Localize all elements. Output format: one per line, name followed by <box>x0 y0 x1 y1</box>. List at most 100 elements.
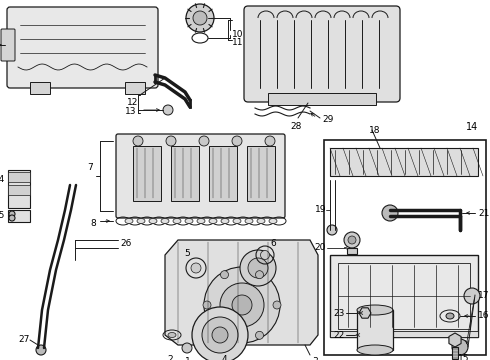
Ellipse shape <box>161 219 169 224</box>
Bar <box>247 146 275 201</box>
Circle shape <box>199 136 209 146</box>
Bar <box>8 210 30 222</box>
Polygon shape <box>165 240 318 345</box>
Ellipse shape <box>357 345 393 355</box>
Text: 25: 25 <box>0 211 5 220</box>
Text: 1: 1 <box>185 357 191 360</box>
Text: 27: 27 <box>19 336 30 345</box>
Bar <box>171 146 199 201</box>
Ellipse shape <box>221 219 229 224</box>
Circle shape <box>261 251 270 260</box>
Text: 23: 23 <box>334 309 345 318</box>
Circle shape <box>265 136 275 146</box>
Circle shape <box>166 136 176 146</box>
Bar <box>125 82 145 94</box>
Text: 6: 6 <box>270 239 276 248</box>
Circle shape <box>193 11 207 25</box>
Text: 21: 21 <box>478 208 490 217</box>
Text: 24: 24 <box>0 175 5 184</box>
Circle shape <box>220 283 264 327</box>
Text: 14: 14 <box>466 122 478 132</box>
Bar <box>357 310 393 350</box>
Bar <box>30 82 50 94</box>
Bar <box>8 170 30 208</box>
Ellipse shape <box>168 333 176 338</box>
Bar <box>338 263 470 329</box>
Bar <box>330 148 478 176</box>
Text: 18: 18 <box>369 126 381 135</box>
Text: 11: 11 <box>232 38 244 47</box>
Text: 4: 4 <box>222 355 228 360</box>
Text: 15: 15 <box>458 354 469 360</box>
Ellipse shape <box>125 219 133 224</box>
Bar <box>330 331 478 337</box>
FancyBboxPatch shape <box>1 29 15 61</box>
Text: 10: 10 <box>232 30 244 39</box>
Text: 26: 26 <box>120 239 131 248</box>
Circle shape <box>248 258 268 278</box>
Ellipse shape <box>233 219 241 224</box>
Circle shape <box>255 331 264 339</box>
Text: 5: 5 <box>184 249 190 258</box>
Text: 13: 13 <box>124 108 136 117</box>
Ellipse shape <box>245 219 253 224</box>
Bar <box>8 185 30 195</box>
Bar <box>133 146 161 201</box>
Ellipse shape <box>257 219 265 224</box>
Bar <box>347 248 357 254</box>
Text: 17: 17 <box>478 291 490 300</box>
Bar <box>324 140 486 355</box>
Text: 19: 19 <box>315 206 326 215</box>
Circle shape <box>452 339 468 355</box>
Bar <box>8 172 30 182</box>
Circle shape <box>232 136 242 146</box>
Circle shape <box>327 225 337 235</box>
Text: 20: 20 <box>315 243 326 252</box>
Circle shape <box>240 250 276 286</box>
Ellipse shape <box>173 219 181 224</box>
Circle shape <box>202 317 238 353</box>
Circle shape <box>163 105 173 115</box>
Bar <box>268 93 376 105</box>
Text: 28: 28 <box>290 122 302 131</box>
Circle shape <box>204 267 280 343</box>
FancyBboxPatch shape <box>116 134 285 218</box>
Circle shape <box>9 215 15 221</box>
Circle shape <box>9 211 15 217</box>
Ellipse shape <box>209 219 217 224</box>
Circle shape <box>255 271 264 279</box>
FancyBboxPatch shape <box>244 6 400 102</box>
Text: 29: 29 <box>322 116 333 125</box>
Circle shape <box>182 343 192 353</box>
Circle shape <box>186 4 214 32</box>
Text: 2: 2 <box>167 355 173 360</box>
Circle shape <box>232 295 252 315</box>
Polygon shape <box>449 333 461 347</box>
Bar <box>209 146 237 201</box>
Bar <box>330 255 478 337</box>
Circle shape <box>220 271 228 279</box>
Circle shape <box>192 307 248 360</box>
Circle shape <box>220 331 228 339</box>
Ellipse shape <box>197 219 205 224</box>
Circle shape <box>382 205 398 221</box>
Circle shape <box>464 288 480 304</box>
Ellipse shape <box>137 219 145 224</box>
Circle shape <box>36 345 46 355</box>
Circle shape <box>344 232 360 248</box>
Text: 7: 7 <box>87 163 93 172</box>
Ellipse shape <box>149 219 157 224</box>
Text: 12: 12 <box>126 98 138 107</box>
Circle shape <box>273 301 281 309</box>
Circle shape <box>203 301 211 309</box>
FancyBboxPatch shape <box>7 7 158 88</box>
Ellipse shape <box>446 313 454 319</box>
Text: 8: 8 <box>90 219 96 228</box>
Ellipse shape <box>269 219 277 224</box>
Text: 22: 22 <box>334 330 345 339</box>
Polygon shape <box>359 308 371 318</box>
Circle shape <box>191 263 201 273</box>
Circle shape <box>348 236 356 244</box>
Text: 3: 3 <box>312 357 318 360</box>
Circle shape <box>212 327 228 343</box>
